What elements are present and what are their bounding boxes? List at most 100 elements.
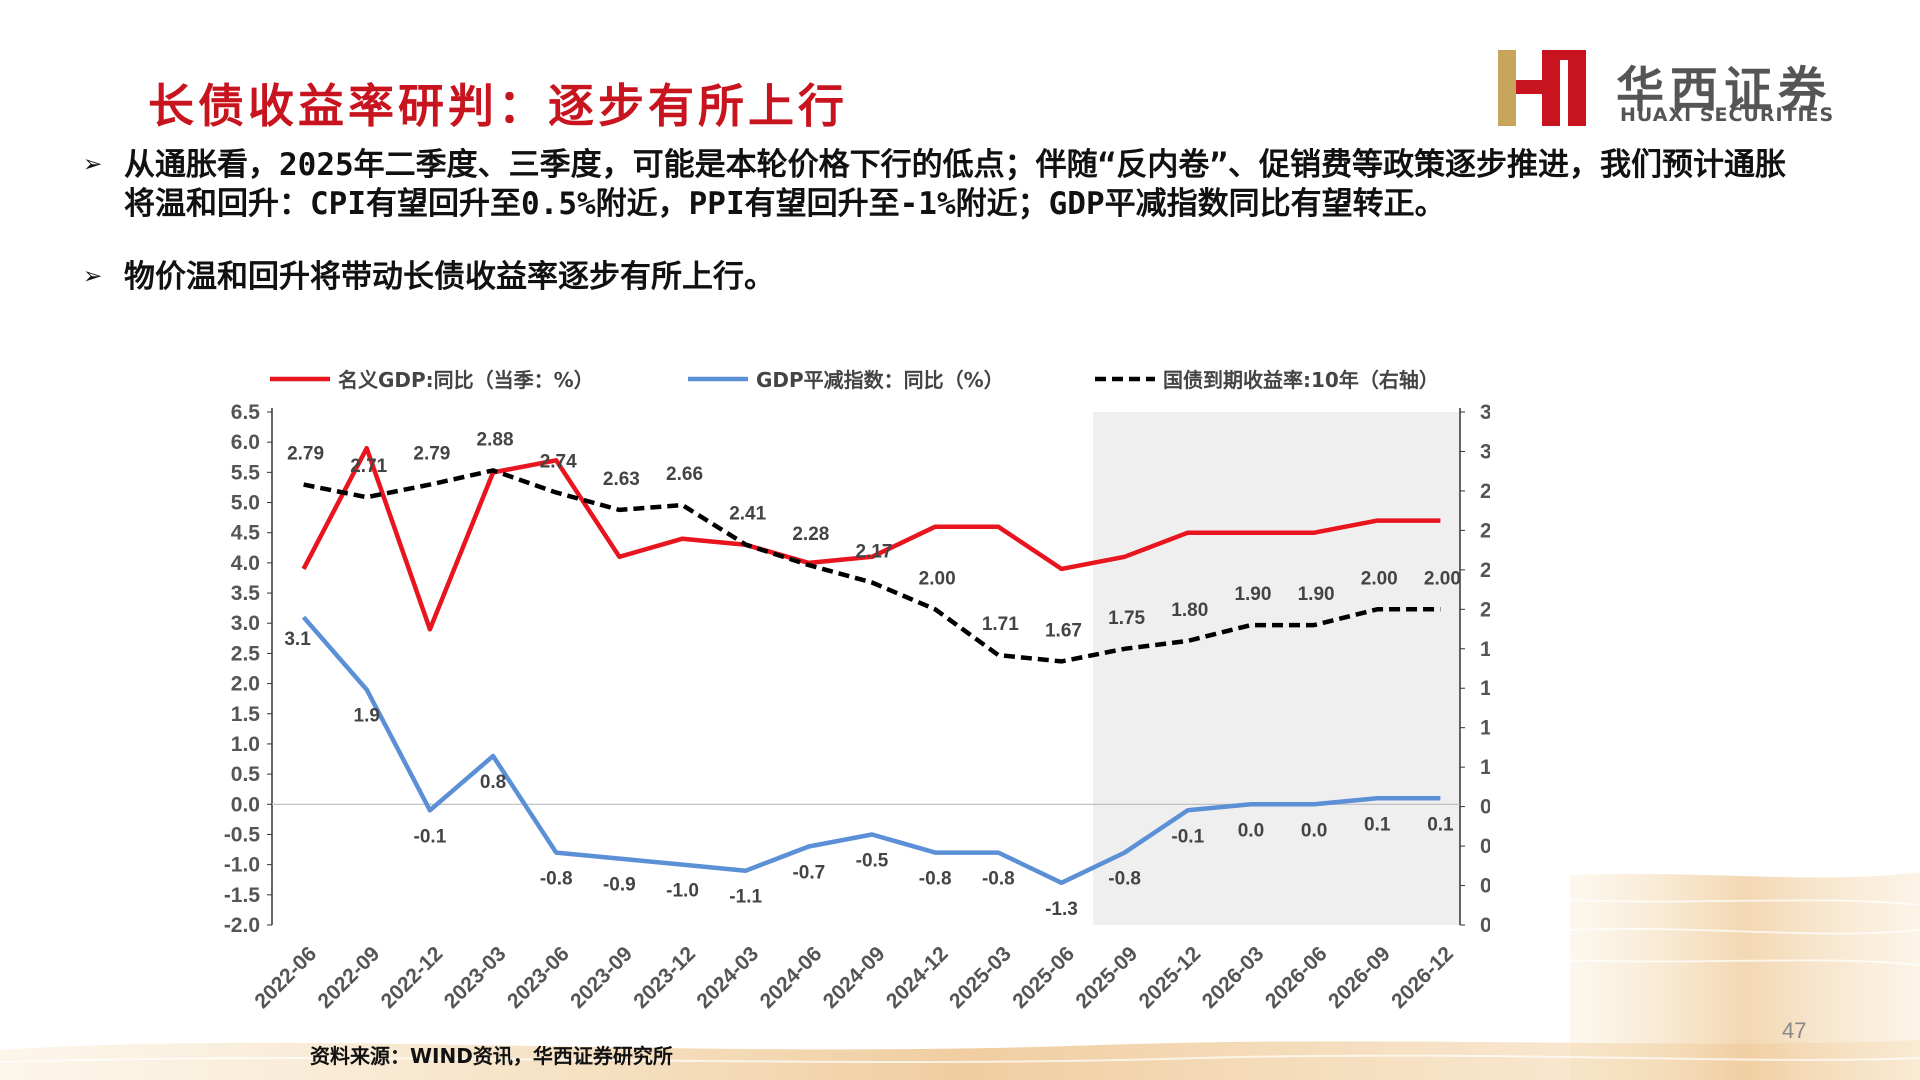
bullet-item: ➢ 物价温和回升将带动长债收益率逐步有所上行。 — [84, 258, 1814, 297]
forecast-shaded-region — [1093, 412, 1460, 925]
left-axis-tick-label: 3.5 — [231, 582, 261, 605]
logo-text-chinese: 华西证券 — [1616, 62, 1833, 118]
right-axis-tick-label: 0.25 — [1480, 875, 1490, 898]
left-axis-tick-label: -1.5 — [224, 884, 261, 907]
deflator-data-label: 0.1 — [1364, 814, 1391, 835]
deflator-data-label: -0.8 — [540, 869, 573, 890]
left-axis-tick-label: 0.5 — [231, 763, 261, 786]
right-axis-tick-label: 0.50 — [1480, 835, 1490, 858]
deflator-data-label: 0.1 — [1427, 814, 1454, 835]
x-axis-tick-label: 2026-06 — [1261, 942, 1332, 1013]
left-axis-tick-label: 4.5 — [231, 522, 261, 545]
right-axis-tick-label: 2.50 — [1480, 519, 1490, 542]
x-axis-tick-label: 2023-06 — [503, 942, 574, 1013]
deflator-data-label: 0.0 — [1301, 820, 1327, 841]
logo-text-english: HUAXI SECURITIES — [1620, 104, 1835, 126]
left-axis-tick-label: 3.0 — [231, 612, 260, 635]
line-chart: -2.0 -1.5 -1.0 -0.5 0.0 0.5 1.0 1.5 2.0 2.5 3.0 3.5… — [224, 368, 1490, 1013]
bond-yield-data-label: 2.88 — [477, 429, 514, 450]
left-axis-tick-label: 5.0 — [231, 492, 260, 515]
right-axis-tick-label: 3.25 — [1480, 401, 1490, 424]
deflator-data-label: -0.7 — [792, 863, 825, 884]
slide-title: 长债收益率研判：逐步有所上行 — [148, 79, 848, 133]
bond-yield-data-label: 1.90 — [1298, 584, 1335, 605]
right-axis-tick-label: 2.75 — [1480, 480, 1490, 503]
bond-yield-data-label: 2.00 — [1424, 568, 1461, 589]
bond-yield-data-label: 1.80 — [1171, 600, 1208, 621]
right-axis-tick-label: 1.50 — [1480, 677, 1490, 700]
x-axis-tick-label: 2023-12 — [629, 942, 700, 1013]
bullet-text: 物价温和回升将带动长债收益率逐步有所上行。 — [124, 259, 775, 295]
bullet-text: 从通胀看，2025年二季度、三季度，可能是本轮价格下行的低点；伴随“反内卷”、促… — [124, 147, 1786, 222]
bond-yield-data-label: 2.00 — [919, 568, 956, 589]
x-axis-tick-label: 2022-09 — [314, 942, 385, 1013]
left-axis-tick-label: -1.0 — [224, 854, 260, 877]
x-axis-tick-label: 2022-12 — [377, 942, 448, 1013]
x-axis-tick-label: 2026-09 — [1324, 942, 1395, 1013]
x-axis-tick-label: 2025-03 — [945, 942, 1016, 1013]
deflator-data-label: 3.1 — [284, 629, 311, 650]
legend-label: GDP平减指数：同比（%） — [756, 368, 1004, 392]
left-axis-tick-label: -2.0 — [224, 914, 260, 937]
legend-label: 名义GDP:同比（当季：%） — [338, 368, 594, 392]
bond-yield-data-label: 1.71 — [982, 614, 1019, 635]
x-axis-tick-label: 2026-03 — [1198, 942, 1269, 1013]
deflator-data-label: -1.3 — [1045, 899, 1078, 920]
deflator-data-label: -0.9 — [603, 875, 636, 896]
x-axis-tick-label: 2023-09 — [566, 942, 637, 1013]
bond-yield-data-label: 1.67 — [1045, 620, 1082, 641]
bond-yield-data-label: 2.66 — [666, 464, 703, 485]
right-axis-tick-label: 3.00 — [1480, 440, 1490, 463]
deflator-data-label: 0.0 — [1238, 820, 1264, 841]
x-axis-tick-label: 2025-06 — [1008, 942, 1079, 1013]
bond-yield-data-label: 1.75 — [1108, 608, 1145, 629]
deflator-data-label: -1.0 — [666, 881, 699, 902]
x-axis-tick-label: 2026-12 — [1387, 942, 1458, 1013]
bond-yield-data-label: 2.17 — [856, 541, 893, 562]
bond-yield-data-label: 2.63 — [603, 469, 640, 490]
deflator-data-label: -0.1 — [1171, 826, 1204, 847]
legend-label: 国债到期收益率:10年（右轴） — [1163, 368, 1439, 392]
x-axis-tick-label: 2024-12 — [882, 942, 953, 1013]
company-logo: 华西证券 HUAXI SECURITIES — [1498, 50, 1898, 130]
bond-yield-data-label: 2.71 — [350, 456, 387, 477]
left-axis-tick-label: 6.0 — [231, 431, 260, 454]
deflator-data-label: -0.5 — [856, 850, 889, 871]
right-axis-tick-label: 1.25 — [1480, 717, 1490, 740]
left-axis-tick-label: 1.0 — [231, 733, 260, 756]
left-axis-tick-label: 0.0 — [231, 793, 260, 816]
right-axis-tick-label: 0.00 — [1480, 914, 1490, 937]
bond-yield-data-label: 2.79 — [287, 444, 324, 465]
left-axis-tick-label: 4.0 — [231, 552, 260, 575]
x-axis-tick-label: 2025-09 — [1071, 942, 1142, 1013]
right-axis-tick-label: 1.75 — [1480, 638, 1490, 661]
x-axis-tick-label: 2025-12 — [1135, 942, 1206, 1013]
bond-yield-data-label: 1.90 — [1234, 584, 1271, 605]
huaxi-logo-mark-icon — [1498, 50, 1586, 126]
right-axis-tick-label: 2.25 — [1480, 559, 1490, 582]
left-axis-tick-label: 1.5 — [231, 703, 261, 726]
arrow-bullet-icon: ➢ — [84, 147, 103, 183]
left-axis-tick-label: -0.5 — [224, 823, 261, 846]
source-note: 资料来源：WIND资讯，华西证券研究所 — [310, 1044, 673, 1068]
deflator-data-label: 0.8 — [480, 772, 506, 793]
deflator-data-label: 1.9 — [354, 706, 380, 727]
right-axis-tick-label: 0.75 — [1480, 796, 1490, 819]
left-axis-tick-label: 2.5 — [231, 642, 261, 665]
deflator-data-label: -1.1 — [729, 887, 762, 908]
deflator-data-label: -0.8 — [919, 869, 952, 890]
x-axis-tick-label: 2022-06 — [250, 942, 321, 1013]
bond-yield-data-label: 2.28 — [792, 524, 829, 545]
bullet-item: ➢ 从通胀看，2025年二季度、三季度，可能是本轮价格下行的低点；伴随“反内卷”… — [84, 146, 1814, 224]
bond-yield-data-label: 2.74 — [540, 452, 577, 473]
x-axis-tick-label: 2024-09 — [819, 942, 890, 1013]
page-number: 47 — [1782, 1018, 1807, 1043]
right-axis-tick-label: 1.00 — [1480, 756, 1490, 779]
deflator-data-label: -0.1 — [414, 826, 447, 847]
x-axis-tick-label: 2024-03 — [692, 942, 763, 1013]
left-axis-tick-label: 5.5 — [231, 461, 261, 484]
bond-yield-data-label: 2.00 — [1361, 568, 1398, 589]
bond-yield-data-label: 2.41 — [729, 504, 766, 525]
deflator-data-label: -0.8 — [1108, 869, 1141, 890]
